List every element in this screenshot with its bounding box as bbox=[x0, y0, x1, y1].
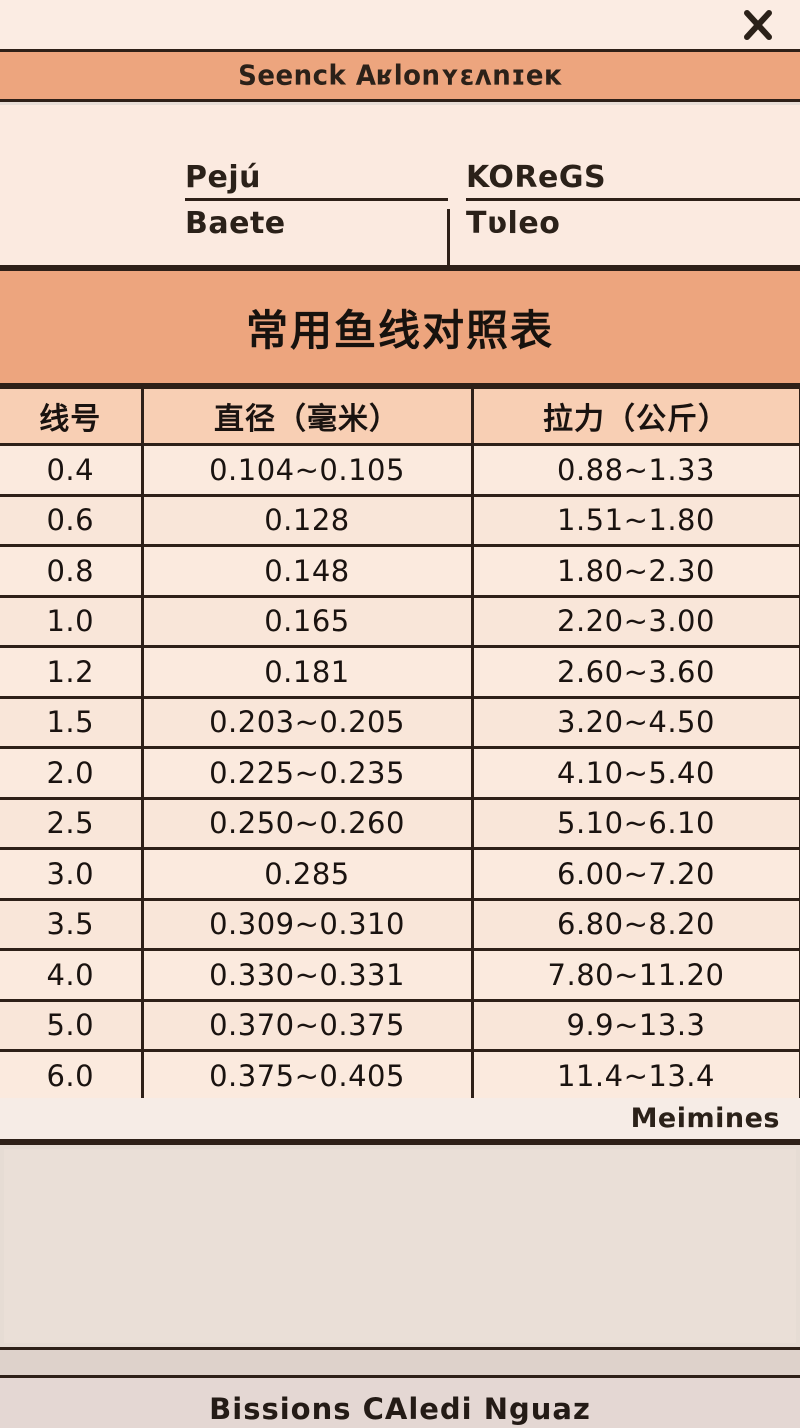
footnote-label: Meimines bbox=[630, 1103, 780, 1134]
cell-tension: 5.10~6.10 bbox=[472, 796, 800, 850]
cell-tension: 11.4~13.4 bbox=[472, 1049, 800, 1103]
table-row: 1.0 0.165 2.20~3.00 bbox=[0, 594, 800, 648]
label-column-divider bbox=[447, 209, 450, 268]
cell-tension: 2.20~3.00 bbox=[472, 594, 800, 648]
table-head: 线号 直径（毫米） 拉力（公斤） bbox=[0, 386, 800, 446]
cell-line-number: 0.8 bbox=[0, 544, 144, 598]
column-header-diameter: 直径（毫米） bbox=[142, 386, 474, 446]
page-title: 常用鱼线对照表 bbox=[245, 305, 554, 355]
cell-tension: 6.00~7.20 bbox=[472, 847, 800, 901]
cell-diameter: 0.285 bbox=[142, 847, 474, 901]
cell-tension: 1.51~1.80 bbox=[472, 493, 800, 547]
cell-tension: 6.80~8.20 bbox=[472, 897, 800, 951]
cell-line-number: 0.4 bbox=[0, 443, 144, 497]
table-row: 0.6 0.128 1.51~1.80 bbox=[0, 493, 800, 547]
bottom-label: Bissions CAledi Nguaz bbox=[209, 1392, 591, 1426]
title-bar bbox=[0, 0, 800, 52]
cell-diameter: 0.330~0.331 bbox=[142, 948, 474, 1002]
cell-tension: 2.60~3.60 bbox=[472, 645, 800, 699]
cell-tension: 4.10~5.40 bbox=[472, 746, 800, 800]
label-right-top: KOReGS bbox=[466, 160, 607, 195]
fishing-line-table: 线号 直径（毫米） 拉力（公斤） 0.4 0.104~0.105 0.88~1.33… bbox=[0, 386, 800, 1103]
cell-line-number: 2.0 bbox=[0, 746, 144, 800]
cell-line-number: 2.5 bbox=[0, 796, 144, 850]
table-row: 5.0 0.370~0.375 9.9~13.3 bbox=[0, 998, 800, 1052]
column-header-line-number: 线号 bbox=[0, 386, 144, 446]
table-row: 0.8 0.148 1.80~2.30 bbox=[0, 544, 800, 598]
cell-diameter: 0.128 bbox=[142, 493, 474, 547]
label-left-rule bbox=[185, 198, 448, 201]
cell-line-number: 0.6 bbox=[0, 493, 144, 547]
cell-line-number: 3.5 bbox=[0, 897, 144, 951]
bottom-divider-strip bbox=[0, 1350, 800, 1378]
cell-diameter: 0.181 bbox=[142, 645, 474, 699]
table-header-row: 线号 直径（毫米） 拉力（公斤） bbox=[0, 386, 800, 446]
cell-diameter: 0.104~0.105 bbox=[142, 443, 474, 497]
column-header-tension: 拉力（公斤） bbox=[472, 386, 800, 446]
section-banner: Seenck Aʁlonʏɛʌnɪeᴋ bbox=[0, 52, 800, 102]
cell-diameter: 0.148 bbox=[142, 544, 474, 598]
cell-diameter: 0.203~0.205 bbox=[142, 695, 474, 749]
label-left-bottom: Baete bbox=[185, 206, 286, 241]
cell-diameter: 0.225~0.235 bbox=[142, 746, 474, 800]
close-x-icon bbox=[740, 7, 776, 43]
table-row: 6.0 0.375~0.405 11.4~13.4 bbox=[0, 1049, 800, 1103]
cell-diameter: 0.250~0.260 bbox=[142, 796, 474, 850]
label-block: Pejú Baete KOReGS Tʋleo bbox=[0, 105, 800, 268]
cell-line-number: 3.0 bbox=[0, 847, 144, 901]
table-row: 2.5 0.250~0.260 5.10~6.10 bbox=[0, 796, 800, 850]
table-row: 3.5 0.309~0.310 6.80~8.20 bbox=[0, 897, 800, 951]
table-row: 3.0 0.285 6.00~7.20 bbox=[0, 847, 800, 901]
label-right-bottom: Tʋleo bbox=[466, 206, 561, 241]
cell-line-number: 6.0 bbox=[0, 1049, 144, 1103]
close-button[interactable] bbox=[730, 0, 786, 51]
empty-content-panel bbox=[0, 1142, 800, 1350]
cell-diameter: 0.375~0.405 bbox=[142, 1049, 474, 1103]
table-row: 4.0 0.330~0.331 7.80~11.20 bbox=[0, 948, 800, 1002]
cell-tension: 3.20~4.50 bbox=[472, 695, 800, 749]
cell-line-number: 5.0 bbox=[0, 998, 144, 1052]
label-column-left: Pejú Baete bbox=[0, 105, 448, 265]
label-column-right: KOReGS Tʋleo bbox=[448, 105, 800, 265]
table-row: 2.0 0.225~0.235 4.10~5.40 bbox=[0, 746, 800, 800]
table-row: 1.5 0.203~0.205 3.20~4.50 bbox=[0, 695, 800, 749]
cell-tension: 9.9~13.3 bbox=[472, 998, 800, 1052]
bottom-bar: Bissions CAledi Nguaz bbox=[0, 1378, 800, 1428]
label-left-top: Pejú bbox=[185, 160, 261, 195]
cell-diameter: 0.309~0.310 bbox=[142, 897, 474, 951]
footnote-strip: Meimines bbox=[0, 1098, 800, 1142]
cell-line-number: 1.2 bbox=[0, 645, 144, 699]
cell-line-number: 1.0 bbox=[0, 594, 144, 648]
banner-label: Seenck Aʁlonʏɛʌnɪeᴋ bbox=[238, 59, 562, 92]
table-title-banner: 常用鱼线对照表 bbox=[0, 268, 800, 386]
cell-tension: 1.80~2.30 bbox=[472, 544, 800, 598]
cell-tension: 7.80~11.20 bbox=[472, 948, 800, 1002]
cell-line-number: 1.5 bbox=[0, 695, 144, 749]
table-row: 0.4 0.104~0.105 0.88~1.33 bbox=[0, 443, 800, 497]
table-body: 0.4 0.104~0.105 0.88~1.33 0.6 0.128 1.51~1.80… bbox=[0, 443, 800, 1103]
label-right-rule bbox=[466, 198, 800, 201]
cell-tension: 0.88~1.33 bbox=[472, 443, 800, 497]
cell-diameter: 0.370~0.375 bbox=[142, 998, 474, 1052]
cell-diameter: 0.165 bbox=[142, 594, 474, 648]
cell-line-number: 4.0 bbox=[0, 948, 144, 1002]
table-row: 1.2 0.181 2.60~3.60 bbox=[0, 645, 800, 699]
empty-content-inner bbox=[4, 1149, 796, 1343]
